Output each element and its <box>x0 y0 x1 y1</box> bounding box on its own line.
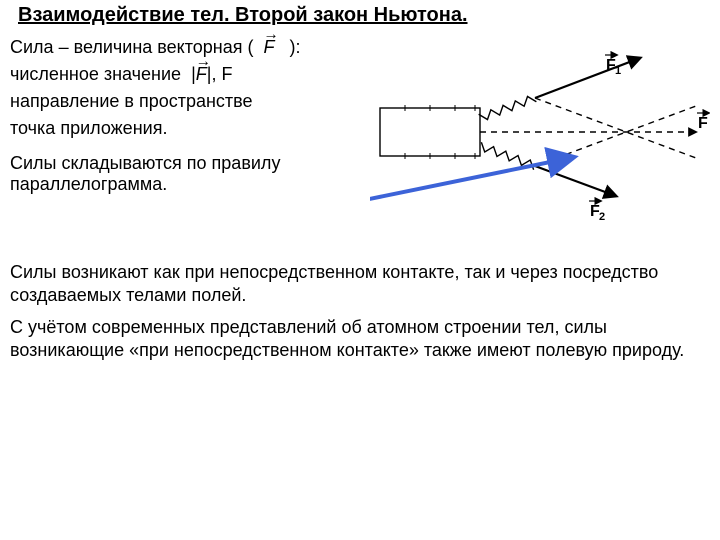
vector-F-symbol: F <box>264 37 275 58</box>
text: численное значение <box>10 64 181 84</box>
diagram-svg: F1F2F <box>370 50 710 260</box>
paragraph-atomic: С учётом современных представлений об ат… <box>10 316 710 361</box>
vector-F-symbol: F <box>196 64 207 85</box>
svg-text:1: 1 <box>615 65 621 77</box>
paragraph-fields: Силы возникают как при непосредственном … <box>10 261 710 306</box>
svg-text:F: F <box>698 115 708 132</box>
svg-text:2: 2 <box>599 211 605 223</box>
page-title: Взаимодействие тел. Второй закон Ньютона… <box>18 4 710 27</box>
page: Взаимодействие тел. Второй закон Ньютона… <box>0 0 720 540</box>
text: Сила – величина векторная ( <box>10 37 254 57</box>
text: , F <box>211 64 232 84</box>
text: ): <box>290 37 301 57</box>
force-diagram: F1F2F <box>370 50 710 260</box>
line-parallelogram-rule: Силы складываются по правилу параллелогр… <box>10 153 340 195</box>
